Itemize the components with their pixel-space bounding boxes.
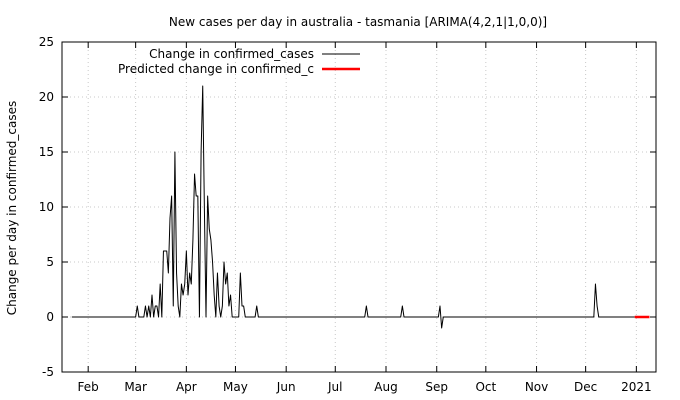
x-tick-label: Aug xyxy=(374,380,397,394)
series-line-cases xyxy=(71,85,635,329)
x-tick-label: Feb xyxy=(78,380,99,394)
y-tick-label: -5 xyxy=(42,365,54,379)
y-tick-label: 15 xyxy=(39,145,54,159)
y-tick-label: 25 xyxy=(39,35,54,49)
legend: Change in confirmed_cases Predicted chan… xyxy=(118,47,360,76)
chart-title: New cases per day in australia - tasmani… xyxy=(169,15,547,29)
legend-label-cases: Change in confirmed_cases xyxy=(149,47,314,61)
y-axis-label: Change per day in confirmed_cases xyxy=(5,101,19,316)
x-tick-label: Dec xyxy=(574,380,597,394)
y-ticks: -5 0 5 10 15 20 25 xyxy=(39,35,656,379)
y-tick-label: 20 xyxy=(39,90,54,104)
x-tick-label: Apr xyxy=(176,380,197,394)
y-tick-label: 10 xyxy=(39,200,54,214)
x-tick-label: Oct xyxy=(475,380,496,394)
y-tick-label: 5 xyxy=(46,255,54,269)
grid xyxy=(62,42,656,372)
x-tick-label: 2021 xyxy=(621,380,652,394)
legend-label-predicted: Predicted change in confirmed_c xyxy=(118,62,314,76)
x-tick-label: May xyxy=(223,380,248,394)
x-tick-label: Sep xyxy=(425,380,448,394)
series xyxy=(71,85,650,329)
x-tick-label: Nov xyxy=(525,380,548,394)
y-tick-label: 0 xyxy=(46,310,54,324)
x-tick-label: Mar xyxy=(124,380,147,394)
x-ticks: Feb Mar Apr May Jun Jul Aug Sep Oct Nov Dec 2021 xyxy=(78,42,652,394)
x-tick-label: Jun xyxy=(276,380,296,394)
x-tick-label: Jul xyxy=(327,380,342,394)
